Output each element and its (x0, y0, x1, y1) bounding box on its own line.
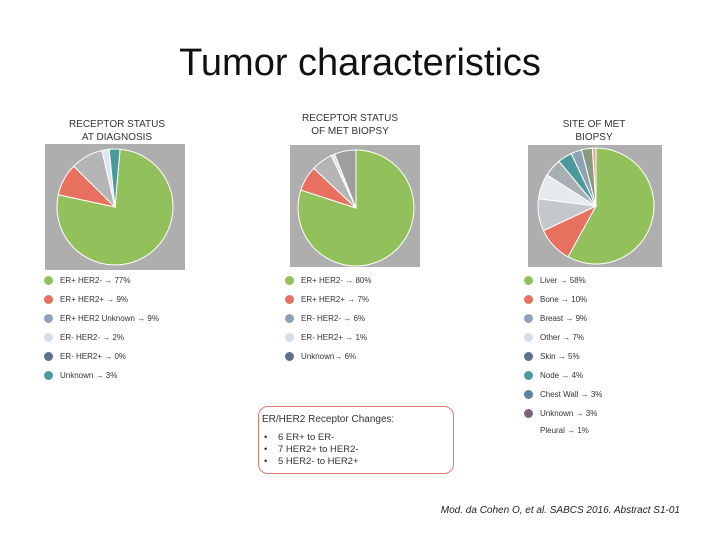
legend-swatch (524, 275, 533, 285)
legend-item: ER+ HER2- → 80% (285, 275, 371, 287)
pie-panel-site (528, 145, 662, 267)
legend-swatch (44, 294, 53, 304)
chart-title-diagnosis: RECEPTOR STATUS AT DIAGNOSIS (68, 119, 166, 143)
legend-label: ER- HER2+ → 1% (301, 333, 368, 342)
legend-item: Unknown→ 6% (285, 351, 356, 363)
legend-swatch (44, 313, 53, 323)
pie-chart-met-biopsy (297, 149, 415, 267)
pie-slice (297, 149, 415, 267)
legend-label: ER+ HER2+ → 7% (301, 295, 370, 304)
legend-swatch (44, 332, 53, 342)
legend-item: ER+ HER2+ → 7% (285, 294, 369, 306)
receptor-changes-box (258, 406, 454, 474)
legend-label: Liver → 58% (540, 276, 586, 285)
legend-swatch (44, 370, 53, 380)
legend-swatch (44, 351, 53, 361)
legend-item: Node → 4% (524, 370, 583, 382)
legend-swatch (524, 408, 533, 418)
legend-item: ER- HER2- → 6% (285, 313, 365, 325)
page-title: Tumor characteristics (179, 42, 541, 84)
legend-swatch (285, 275, 294, 285)
legend-label: Chest Wall → 3% (540, 390, 603, 399)
legend-label: Bone → 10% (540, 295, 588, 304)
legend-pleural: Pleural → 1% (540, 425, 589, 437)
pie-slice (333, 149, 357, 209)
legend-item: ER- HER2+ → 1% (285, 332, 367, 344)
legend-swatch (285, 351, 294, 361)
legend-label: ER+ HER2- → 77% (60, 276, 131, 285)
legend-item: Unknown → 3% (44, 370, 117, 382)
legend-label: ER- HER2+ → 0% (60, 352, 127, 361)
legend-label: Breast → 9% (540, 314, 588, 323)
legend-label: Skin → 5% (540, 352, 580, 361)
legend-label: ER+ HER2+ → 9% (60, 295, 129, 304)
legend-swatch (285, 313, 294, 323)
legend-item: Skin → 5% (524, 351, 580, 363)
list-item: 6 ER+ to ER- (264, 432, 359, 444)
legend-swatch (524, 313, 533, 323)
legend-label: ER+ HER2- → 80% (301, 276, 372, 285)
legend-item: Other → 7% (524, 332, 584, 344)
receptor-changes-list: 6 ER+ to ER- 7 HER2+ to HER2- 5 HER2- to… (264, 432, 359, 468)
legend-item: ER+ HER2+ → 9% (44, 294, 128, 306)
legend-item: Bone → 10% (524, 294, 587, 306)
pie-chart-diagnosis (56, 148, 174, 266)
list-item: 7 HER2+ to HER2- (264, 444, 359, 456)
pie-slice (591, 147, 597, 207)
legend-swatch (524, 351, 533, 361)
legend-swatch (524, 332, 533, 342)
legend-item: Breast → 9% (524, 313, 587, 325)
pie-chart-site (537, 147, 655, 265)
legend-swatch (524, 294, 533, 304)
legend-label: Pleural → 1% (540, 426, 589, 435)
pie-panel-met-biopsy (290, 145, 420, 267)
legend-label: ER- HER2- → 2% (60, 333, 125, 342)
legend-label: Unknown → 3% (540, 409, 598, 418)
legend-label: ER- HER2- → 6% (301, 314, 366, 323)
pie-slice (567, 147, 655, 265)
legend-swatch (285, 332, 294, 342)
legend-item: Unknown → 3% (524, 408, 597, 420)
legend-swatch (285, 294, 294, 304)
legend-item: ER+ HER2 Unknown → 9% (44, 313, 159, 325)
list-item: 5 HER2- to HER2+ (264, 456, 359, 468)
legend-label: Node → 4% (540, 371, 584, 380)
legend-label: Other → 7% (540, 333, 585, 342)
legend-item: ER- HER2+ → 0% (44, 351, 126, 363)
legend-item: ER+ HER2- → 77% (44, 275, 130, 287)
receptor-changes-title: ER/HER2 Receptor Changes: (262, 414, 395, 425)
pie-panel-diagnosis (45, 144, 185, 270)
legend-swatch (524, 389, 533, 399)
legend-swatch (44, 275, 53, 285)
legend-item: Liver → 58% (524, 275, 586, 287)
citation: Mod. da Cohen O, et al. SABCS 2016. Abst… (440, 505, 680, 516)
legend-item: ER- HER2- → 2% (44, 332, 124, 344)
legend-item: Chest Wall → 3% (524, 389, 602, 401)
legend-label: ER+ HER2 Unknown → 9% (60, 314, 159, 323)
chart-title-site: SITE OF MET BIOPSY (562, 119, 626, 143)
chart-title-met-biopsy: RECEPTOR STATUS OF MET BIOPSY (301, 113, 399, 137)
legend-swatch (524, 370, 533, 380)
legend-label: Unknown→ 6% (301, 352, 357, 361)
pie-slice (108, 148, 121, 208)
legend-label: Unknown → 3% (60, 371, 118, 380)
